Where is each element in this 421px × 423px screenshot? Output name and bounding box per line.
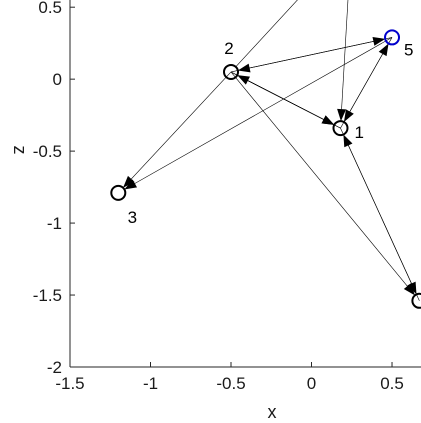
x-tick-label: -0.5	[216, 374, 245, 393]
edge	[340, 43, 389, 129]
x-axis-label: x	[268, 402, 277, 422]
x-tick-label: -1	[143, 374, 158, 393]
y-tick-label: -1.5	[33, 286, 62, 305]
y-tick-label: -2	[47, 358, 62, 377]
edge-arrowhead	[337, 108, 347, 122]
edge-arrowhead	[321, 115, 335, 125]
x-tick-label: 0.5	[380, 374, 404, 393]
edge-line	[230, 71, 416, 296]
edge-offscreen	[337, 0, 349, 122]
nodes-layer: 1 2 3 5	[110, 29, 421, 309]
edge	[230, 71, 335, 126]
y-tick-label: 0	[53, 70, 62, 89]
node-label-3: 3	[128, 208, 137, 227]
edge-arrowhead	[343, 109, 354, 123]
node-label-5: 5	[404, 40, 413, 59]
node-marker-3	[110, 184, 127, 201]
edge-line	[235, 0, 298, 68]
edge	[122, 71, 232, 188]
edge	[230, 71, 416, 296]
edge	[230, 37, 386, 73]
y-tick-label: -0.5	[33, 142, 62, 161]
edge-line	[124, 37, 393, 190]
node-marker-5	[384, 29, 401, 46]
edge-arrowhead	[403, 283, 415, 296]
edge-arrowhead	[237, 63, 251, 73]
edge-arrowhead	[372, 37, 386, 46]
edge-line	[230, 38, 386, 73]
edge-arrowhead	[123, 175, 135, 188]
node-label-1: 1	[354, 123, 363, 142]
edge-line	[122, 71, 232, 188]
y-tick-label: 0.5	[38, 0, 62, 17]
edge-arrowhead	[407, 281, 417, 295]
edge-arrowhead	[237, 75, 250, 85]
node-marker-1	[332, 120, 349, 137]
x-tick-label: -1.5	[55, 374, 84, 393]
edge-arrowhead	[343, 134, 353, 148]
edge-line	[340, 43, 389, 129]
x-tick-label: 0	[307, 374, 316, 393]
edge-line	[343, 134, 420, 301]
edge-offscreen	[235, 0, 298, 68]
node-marker-unlabeled	[411, 292, 421, 309]
y-tick-label: -1	[47, 214, 62, 233]
y-axis-label: z	[10, 146, 30, 155]
node-marker-2	[223, 63, 240, 80]
axes-layer: -1.5 -1 -0.5 0 0.5-2-1.5-1-0.500.5	[33, 0, 421, 393]
edges-layer	[122, 0, 420, 301]
node-label-2: 2	[224, 39, 233, 58]
edge-line	[340, 0, 349, 122]
edge-arrowhead	[378, 43, 389, 57]
edge-line	[230, 71, 335, 126]
edge	[343, 134, 420, 301]
